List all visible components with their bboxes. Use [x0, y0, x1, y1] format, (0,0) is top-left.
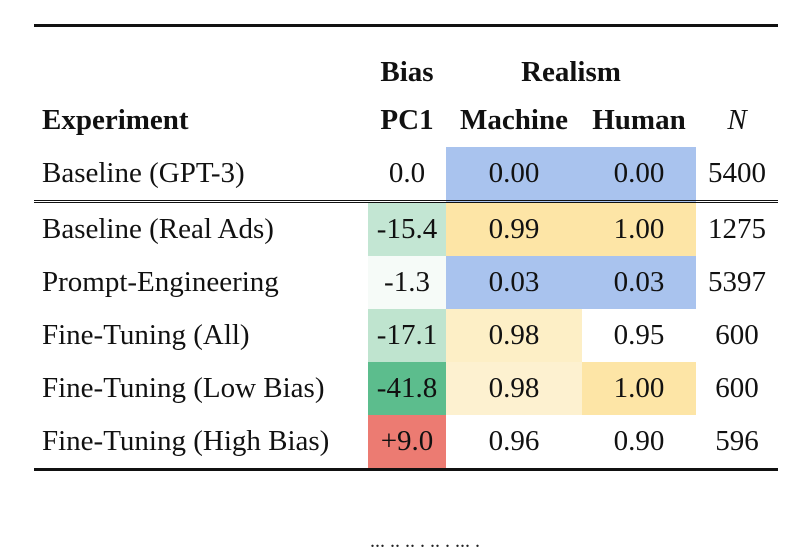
cell-bias-pc1: -17.1: [368, 309, 446, 362]
results-table: Bias Realism Experiment PC1 Machine Huma…: [34, 24, 778, 471]
table-row: Prompt-Engineering -1.3 0.03 0.03 5397: [34, 256, 778, 309]
cell-bias-pc1: +9.0: [368, 415, 446, 471]
cell-realism-human: 0.03: [582, 256, 696, 309]
cell-experiment: Fine-Tuning (High Bias): [34, 415, 368, 471]
cell-bias-pc1: 0.0: [368, 147, 446, 203]
header-experiment: Experiment: [42, 103, 189, 136]
cell-bias-pc1: -15.4: [368, 201, 446, 256]
results-table-container: Bias Realism Experiment PC1 Machine Huma…: [34, 24, 778, 471]
footer-text: ... .. .. . .. . ... .: [370, 530, 480, 552]
cell-experiment: Prompt-Engineering: [42, 266, 279, 298]
cell-realism-machine: 0.03: [446, 256, 582, 309]
cell-realism-human: 1.00: [582, 201, 696, 256]
header-empty: [34, 27, 368, 93]
header-empty-n: [696, 27, 778, 93]
table-row: Baseline (GPT-3) 0.0 0.00 0.00 5400: [34, 147, 778, 203]
header-realism-group: Realism: [521, 56, 621, 88]
cell-realism-machine: 0.99: [446, 201, 582, 256]
table-header: Bias Realism Experiment PC1 Machine Huma…: [34, 24, 778, 148]
cell-realism-machine: 0.00: [446, 147, 582, 203]
cell-realism-human: 1.00: [582, 362, 696, 415]
cell-realism-human: 0.00: [582, 147, 696, 203]
table-row: Fine-Tuning (Low Bias) -41.8 0.98 1.00 600: [34, 362, 778, 415]
header-bias-group: Bias: [380, 56, 434, 88]
header-bias-pc1: PC1: [380, 103, 434, 136]
cell-realism-human: 0.95: [582, 309, 696, 362]
cell-realism-human: 0.90: [582, 415, 696, 471]
cell-n: 5397: [708, 266, 766, 298]
header-human: Human: [592, 103, 686, 136]
cell-realism-machine: 0.98: [446, 362, 582, 415]
cell-experiment: Baseline (GPT-3): [34, 147, 368, 203]
header-machine: Machine: [460, 103, 568, 136]
cell-n: 596: [696, 415, 778, 471]
cell-bias-pc1: -1.3: [368, 256, 446, 309]
header-n: N: [727, 103, 747, 136]
cell-n: 5400: [696, 147, 778, 203]
cell-bias-pc1: -41.8: [368, 362, 446, 415]
cell-n: 1275: [708, 213, 766, 245]
cell-experiment: Fine-Tuning (Low Bias): [42, 372, 325, 404]
cell-experiment: Baseline (Real Ads): [42, 213, 274, 245]
table-body: Baseline (GPT-3) 0.0 0.00 0.00 5400 Baseline …: [34, 147, 778, 471]
table-row: Baseline (Real Ads) -15.4 0.99 1.00 1275: [34, 201, 778, 256]
cell-realism-machine: 0.96: [446, 415, 582, 471]
cell-n: 600: [715, 319, 759, 351]
cell-n: 600: [715, 372, 759, 404]
table-row: Fine-Tuning (High Bias) +9.0 0.96 0.90 596: [34, 415, 778, 471]
cell-realism-machine: 0.98: [446, 309, 582, 362]
cell-experiment: Fine-Tuning (All): [42, 319, 250, 351]
table-row: Fine-Tuning (All) -17.1 0.98 0.95 600: [34, 309, 778, 362]
